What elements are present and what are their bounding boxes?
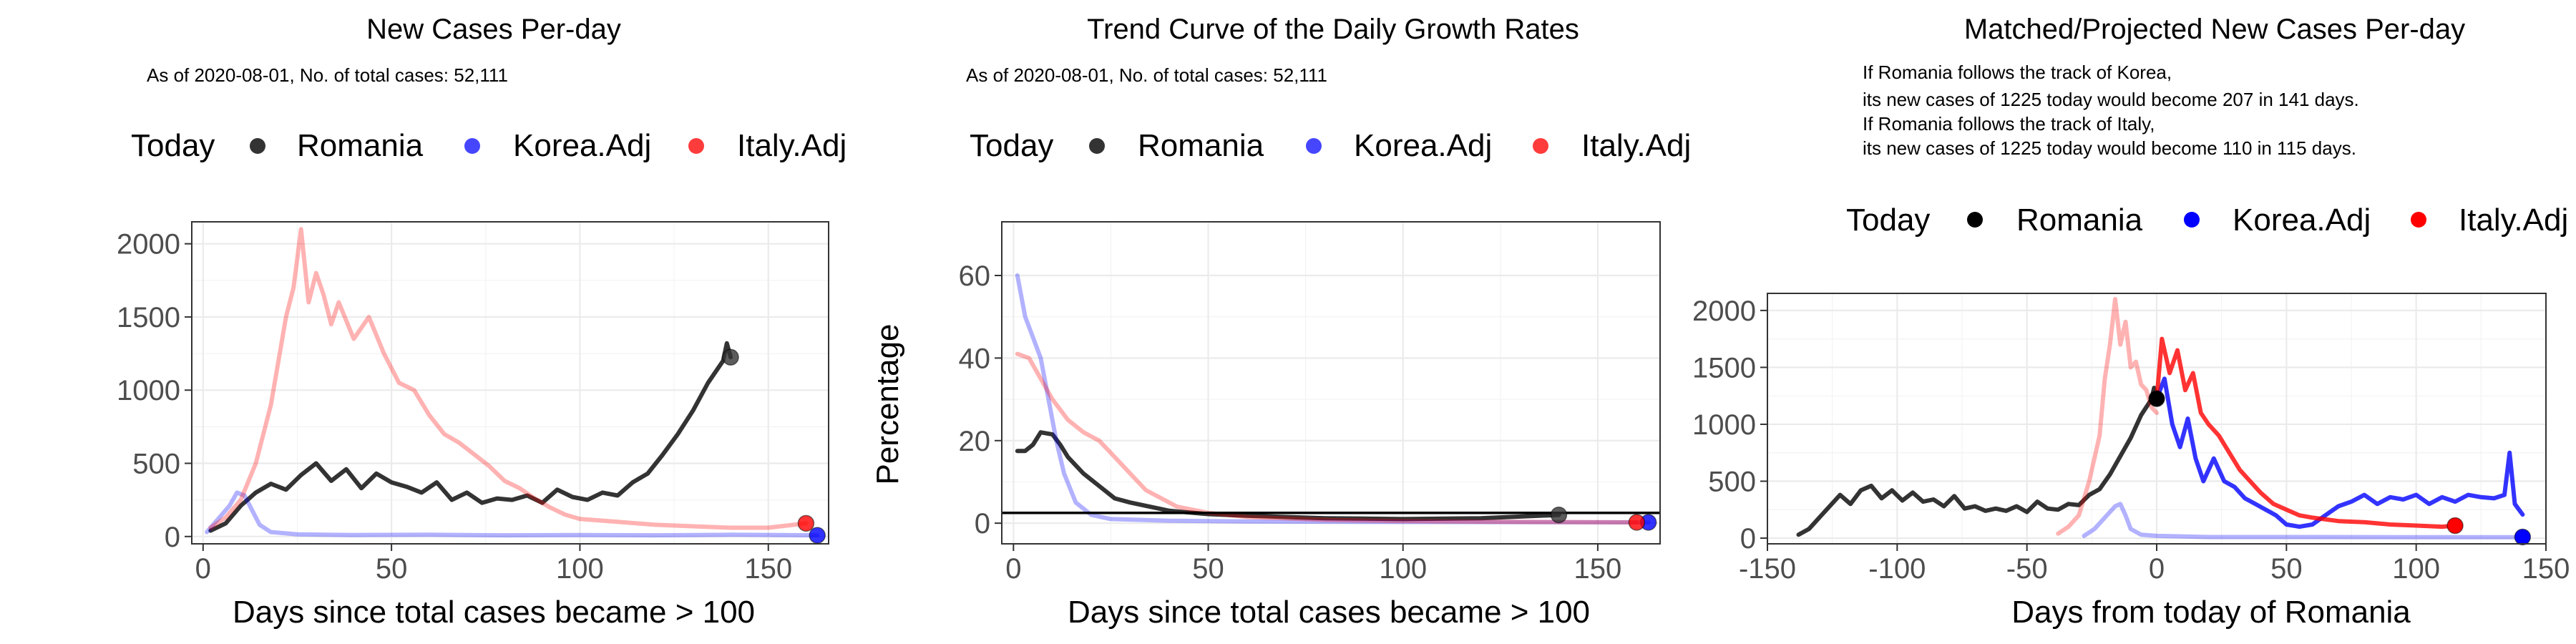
today-point-italy-adj — [797, 514, 815, 532]
x-tick-label: 150 — [744, 553, 792, 585]
series-line-romania — [208, 341, 733, 533]
plot-frame — [1001, 221, 1661, 545]
panel1-x-axis-label: Days since total cases became > 100 — [233, 595, 755, 630]
today-point-romania — [1550, 506, 1568, 524]
x-tick-label: 50 — [1192, 553, 1224, 585]
panel3-x-axis-label: Days from today of Romania — [2011, 595, 2411, 630]
legend-key-romania — [1967, 212, 1983, 228]
y-tick-label: 2000 — [117, 229, 180, 260]
series-line-italy-adj-history — [2056, 297, 2159, 536]
legend-label-italy: Italy.Adj — [737, 128, 847, 163]
panel3-note-3: If Romania follows the track of Italy, — [1863, 113, 2155, 135]
x-tick-label: 50 — [2270, 553, 2303, 585]
x-tick-label: -150 — [1739, 553, 1796, 585]
panel3-note-4: its new cases of 1225 today would become… — [1863, 137, 2356, 159]
series-line-romania — [1796, 386, 2159, 537]
y-tick-label: 2000 — [1692, 296, 1756, 327]
panel2-y-axis-label: Percentage — [870, 323, 905, 484]
panel3-title: Matched/Projected New Cases Per-day — [1964, 14, 2465, 45]
series-line-italy-adj — [1015, 351, 1639, 525]
x-tick-label: 150 — [2522, 553, 2570, 585]
legend-label-korea: Korea.Adj — [1354, 128, 1492, 163]
y-tick-label: 0 — [1740, 523, 1756, 555]
legend-key-italy — [1533, 138, 1548, 154]
legend-key-italy — [2411, 212, 2426, 228]
panel-projected: Matched/Projected New Cases Per-day If R… — [1692, 14, 2570, 630]
legend-label-romania: Romania — [297, 128, 424, 163]
x-tick-label: -100 — [1868, 553, 1926, 585]
legend-title: Today — [1846, 203, 1930, 238]
legend-key-korea — [2184, 212, 2200, 228]
legend-title: Today — [131, 128, 215, 163]
legend-label-italy: Italy.Adj — [1581, 128, 1691, 163]
y-tick-label: 60 — [959, 260, 991, 292]
y-tick-label: 500 — [132, 449, 180, 480]
x-tick-label: 100 — [1379, 553, 1427, 585]
plot-frame — [1767, 293, 2547, 545]
legend-label-italy: Italy.Adj — [2459, 203, 2568, 238]
series-line-italy-adj — [208, 227, 809, 530]
series-line-korea-adj — [1015, 273, 1651, 525]
today-point-romania — [2148, 390, 2165, 407]
legend-key-korea — [1306, 138, 1322, 154]
x-tick-label: 0 — [1005, 553, 1021, 585]
legend-key-korea — [464, 138, 480, 154]
y-tick-label: 0 — [165, 522, 180, 553]
panel2-subtitle: As of 2020-08-01, No. of total cases: 52… — [966, 64, 1327, 86]
x-tick-label: 0 — [2149, 553, 2165, 585]
legend-key-romania — [250, 138, 265, 154]
today-point-korea-adj — [809, 527, 826, 544]
x-tick-label: 0 — [195, 553, 211, 585]
legend-label-korea: Korea.Adj — [2233, 203, 2371, 238]
panel3-legend: Today Romania Korea.Adj Italy.Adj — [1846, 203, 2568, 238]
plot-frame — [191, 221, 829, 545]
x-tick-label: 150 — [1574, 553, 1622, 585]
panel1-title: New Cases Per-day — [366, 14, 621, 45]
series-line-korea-adj-history — [2082, 502, 2525, 540]
panel3-note-2: its new cases of 1225 today would become… — [1863, 89, 2359, 110]
y-tick-label: 1500 — [1692, 352, 1756, 384]
x-tick-label: 50 — [376, 553, 408, 585]
legend-key-italy — [688, 138, 704, 154]
today-point-romania — [722, 348, 739, 366]
series-line-romania — [1015, 430, 1561, 522]
legend-label-korea: Korea.Adj — [513, 128, 651, 163]
panel-new-cases: New Cases Per-day As of 2020-08-01, No. … — [117, 14, 847, 630]
today-point-italy-adj — [1628, 514, 1646, 531]
today-point-italy-adj — [2446, 517, 2464, 535]
x-tick-label: -50 — [2006, 553, 2048, 585]
series-line-korea-adj — [205, 490, 820, 538]
panel2-legend: Today Romania Korea.Adj Italy.Adj — [970, 128, 1691, 163]
series-line-korea-adj — [2155, 376, 2525, 530]
y-tick-label: 500 — [1708, 467, 1756, 498]
today-point-korea-adj — [2514, 528, 2532, 546]
panel3-note-1: If Romania follows the track of Korea, — [1863, 62, 2172, 83]
panel1-legend: Today Romania Korea.Adj Italy.Adj — [131, 128, 847, 163]
legend-label-romania: Romania — [1138, 128, 1264, 163]
series-line-italy-adj — [2155, 336, 2458, 530]
y-tick-label: 40 — [959, 343, 991, 374]
legend-label-romania: Romania — [2016, 203, 2143, 238]
panel2-plot-area: 0 50 100 150 0 20 40 60 — [959, 221, 1661, 585]
y-tick-label: 20 — [959, 426, 991, 457]
legend-title: Today — [970, 128, 1053, 163]
y-tick-label: 1000 — [1692, 409, 1756, 441]
panel2-title: Trend Curve of the Daily Growth Rates — [1087, 14, 1579, 45]
x-tick-label: 100 — [2392, 553, 2440, 585]
panel2-x-axis-label: Days since total cases became > 100 — [1068, 595, 1590, 630]
x-tick-label: 100 — [556, 553, 604, 585]
panel1-subtitle: As of 2020-08-01, No. of total cases: 52… — [147, 64, 508, 86]
panel-growth-rates: Trend Curve of the Daily Growth Rates As… — [870, 14, 1691, 630]
y-tick-label: 1500 — [117, 302, 180, 333]
y-tick-label: 0 — [975, 508, 990, 540]
legend-key-romania — [1089, 138, 1105, 154]
y-tick-label: 1000 — [117, 375, 180, 406]
